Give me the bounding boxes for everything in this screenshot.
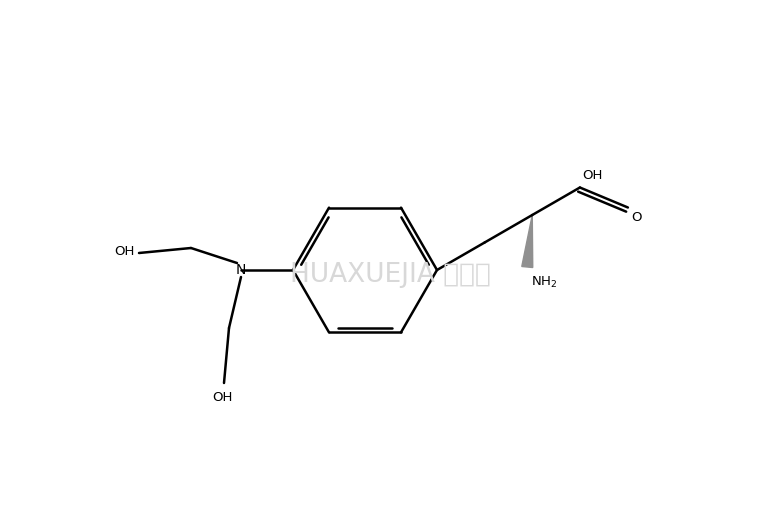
Text: OH: OH <box>114 244 135 257</box>
Text: OH: OH <box>212 391 232 404</box>
Text: NH$_2$: NH$_2$ <box>531 275 557 290</box>
Text: N: N <box>235 263 246 277</box>
Text: HUAXUEJIA 化学加: HUAXUEJIA 化学加 <box>290 262 490 288</box>
Polygon shape <box>522 215 533 267</box>
Text: OH: OH <box>582 168 602 181</box>
Text: O: O <box>631 211 642 224</box>
